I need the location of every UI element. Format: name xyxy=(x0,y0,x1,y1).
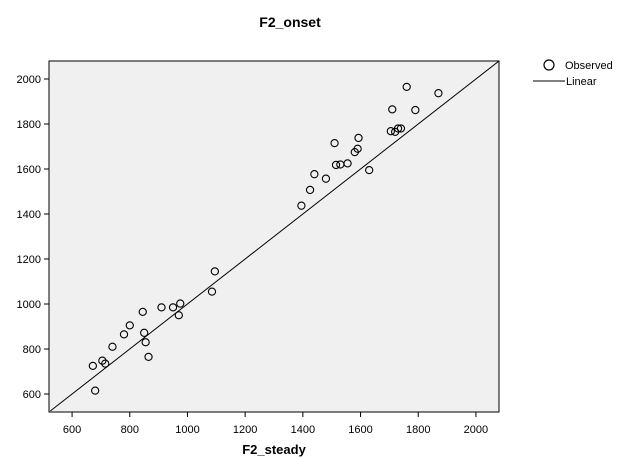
x-tick-label: 2000 xyxy=(464,424,488,436)
observed-point xyxy=(141,338,150,347)
y-axis: 600 800 1000 1200 1400 1600 1800 2000 xyxy=(17,74,49,401)
x-axis-label: F2_steady xyxy=(242,442,306,457)
observed-point xyxy=(140,328,149,337)
x-tick-label: 1400 xyxy=(291,424,315,436)
observed-point xyxy=(98,356,107,365)
observed-point xyxy=(386,127,395,136)
observed-point xyxy=(330,138,339,148)
observed-point xyxy=(365,165,374,175)
y-tick-label: 1800 xyxy=(17,119,41,131)
linear-fit-group xyxy=(50,61,499,412)
chart-title: F2_onset xyxy=(259,14,321,30)
observed-point xyxy=(396,124,406,133)
observed-point xyxy=(144,352,153,362)
observed-point xyxy=(297,201,306,210)
x-tick-label: 1200 xyxy=(233,424,257,436)
observed-point xyxy=(138,307,147,317)
legend-observed-label: Observed xyxy=(565,60,613,72)
y-tick-label: 600 xyxy=(23,389,41,401)
observed-point xyxy=(353,144,362,153)
legend-linear-label: Linear xyxy=(566,76,597,88)
observed-point xyxy=(108,342,117,351)
observed-point xyxy=(411,105,420,115)
observed-points xyxy=(88,82,443,395)
observed-point xyxy=(305,185,315,195)
observed-point xyxy=(331,160,341,170)
observed-point xyxy=(125,321,134,330)
observed-point xyxy=(343,159,352,168)
observed-point xyxy=(210,267,220,276)
x-tick-label: 600 xyxy=(63,424,81,436)
observed-point xyxy=(321,174,331,183)
observed-point xyxy=(101,359,110,368)
y-tick-label: 2000 xyxy=(17,74,41,86)
y-tick-label: 1600 xyxy=(17,164,41,176)
observed-point xyxy=(119,330,129,339)
y-tick-label: 1200 xyxy=(17,254,41,266)
observed-point xyxy=(402,82,411,92)
y-tick-label: 1400 xyxy=(17,209,41,221)
observed-point xyxy=(91,386,100,395)
legend: Observed Linear xyxy=(533,59,613,88)
x-tick-label: 1000 xyxy=(175,424,199,436)
observed-point xyxy=(174,311,183,320)
y-tick-label: 1000 xyxy=(17,299,41,311)
observed-point xyxy=(434,89,443,98)
x-tick-label: 1800 xyxy=(406,424,430,436)
observed-point xyxy=(393,124,403,133)
observed-point xyxy=(157,303,166,312)
observed-point xyxy=(207,287,217,296)
x-tick-label: 1600 xyxy=(348,424,372,436)
observed-point xyxy=(310,170,319,179)
x-axis: 600 800 1000 1200 1400 1600 1800 2000 xyxy=(63,412,488,436)
y-tick-label: 800 xyxy=(23,344,41,356)
observed-point xyxy=(354,133,363,143)
observed-point xyxy=(388,105,397,114)
legend-observed-marker xyxy=(543,59,555,71)
x-tick-label: 800 xyxy=(121,424,139,436)
linear-fit-line xyxy=(50,61,499,412)
observed-point xyxy=(176,299,185,308)
observed-point xyxy=(168,303,178,312)
observed-point xyxy=(88,361,97,371)
